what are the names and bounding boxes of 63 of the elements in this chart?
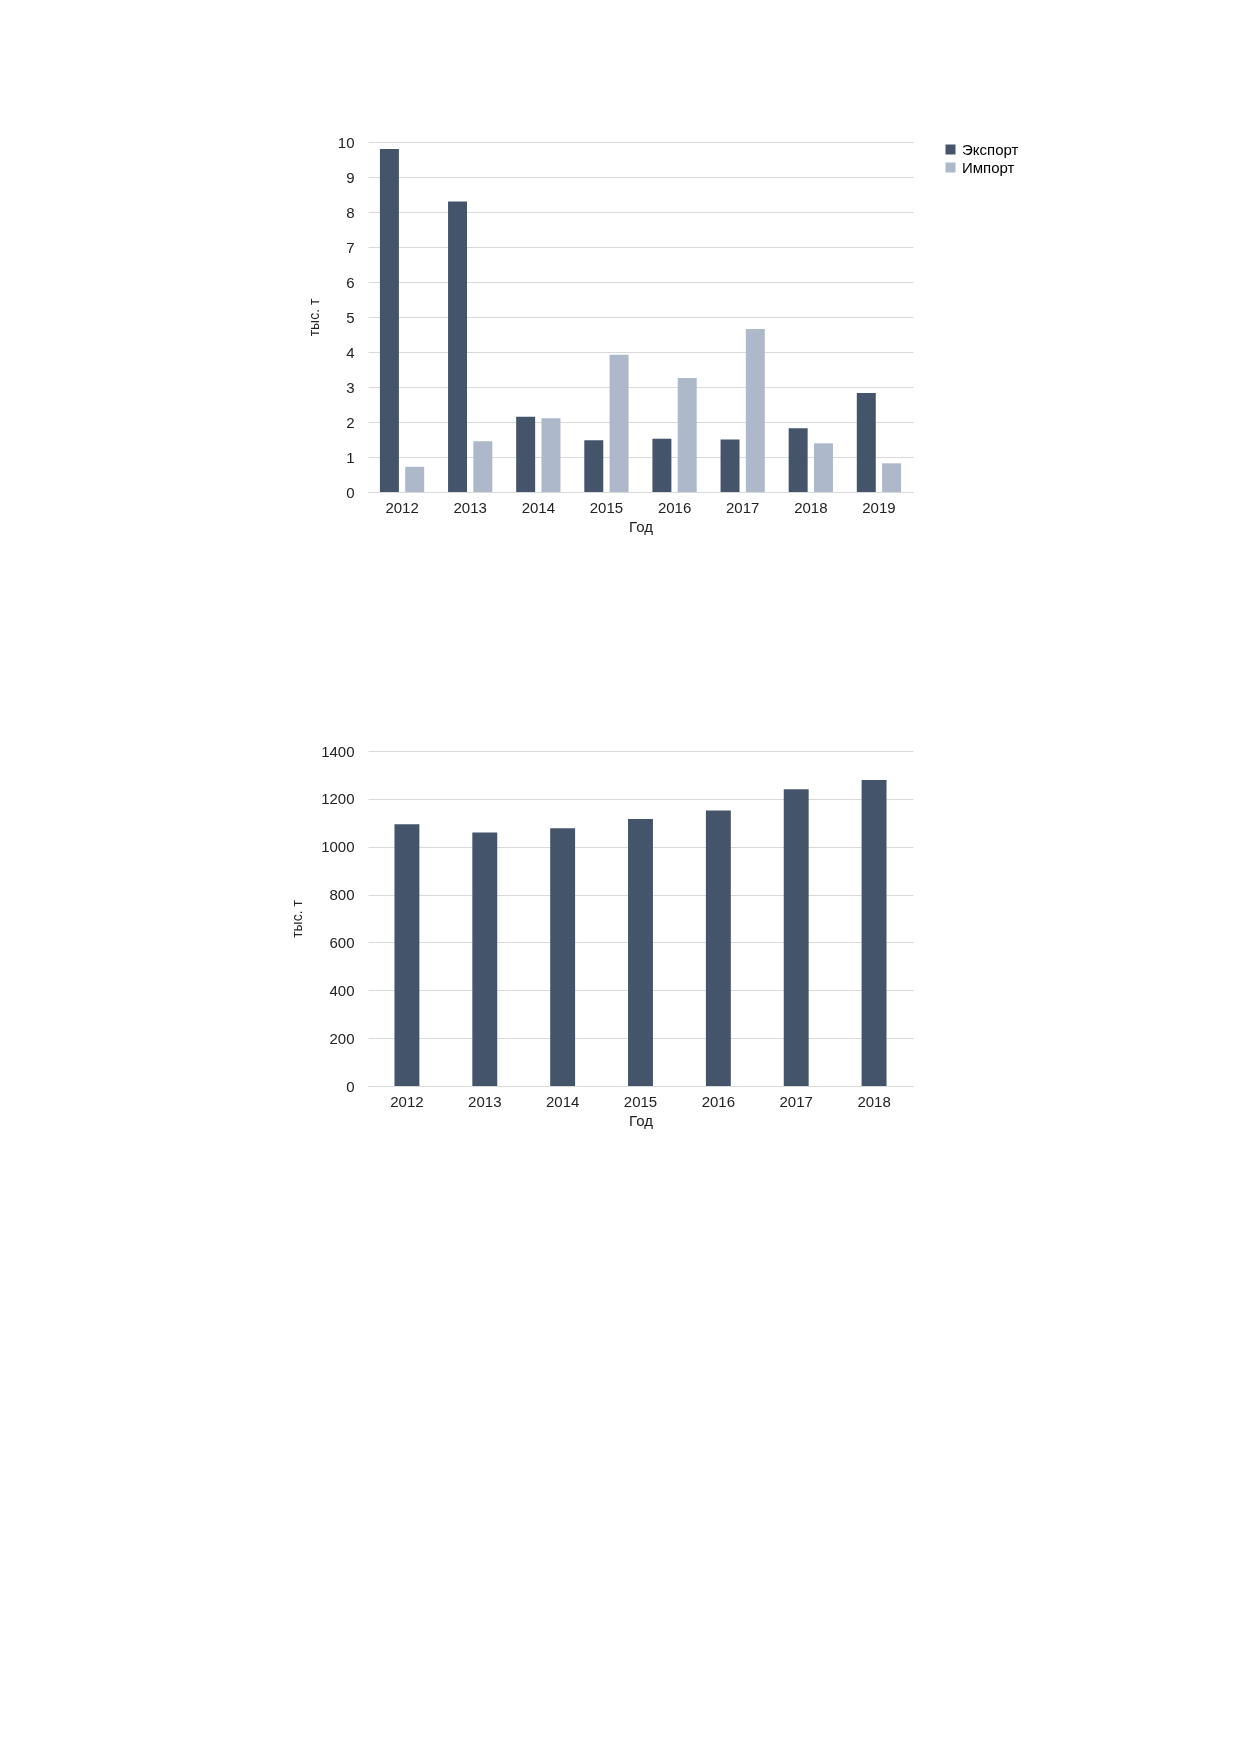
x-tick-label: 2015 (589, 498, 624, 516)
bar (677, 377, 697, 492)
y-tick-label: 4 (346, 343, 355, 361)
y-tick-label: 10 (337, 133, 355, 151)
bar (584, 440, 604, 492)
bar (652, 438, 672, 492)
x-tick-label: 2014 (521, 498, 555, 516)
bar (379, 149, 399, 492)
bar (705, 810, 731, 1086)
bar (788, 428, 808, 492)
bar (745, 328, 765, 492)
x-tick-label: 2017 (726, 498, 760, 516)
y-tick-label: 8 (346, 203, 355, 221)
bar (448, 201, 468, 492)
x-tick-label: 2017 (779, 1092, 813, 1110)
bar (628, 818, 653, 1086)
y-tick-label: 800 (329, 886, 355, 904)
x-tick-label: 2016 (657, 498, 692, 516)
x-tick-label: 2012 (390, 1092, 424, 1110)
x-tick-label: 2014 (545, 1092, 580, 1110)
x-axis-title: Год (629, 517, 654, 535)
bar (394, 824, 420, 1086)
y-tick-label: 6 (346, 273, 355, 291)
bar (813, 443, 833, 492)
y-tick-label: 600 (329, 933, 355, 951)
bar (856, 392, 876, 492)
bar (720, 439, 740, 492)
x-tick-label: 2018 (794, 498, 828, 516)
y-tick-label: 2 (346, 413, 355, 431)
bar (550, 828, 576, 1086)
x-tick-label: 2013 (468, 1092, 502, 1110)
bar (541, 418, 561, 492)
bar (473, 441, 493, 492)
x-tick-label: 2012 (385, 498, 419, 516)
y-tick-label: 1400 (321, 742, 355, 760)
x-tick-label: 2018 (857, 1092, 891, 1110)
y-tick-label: 400 (329, 981, 355, 999)
y-tick-label: 0 (346, 483, 355, 501)
y-tick-label: 9 (346, 168, 355, 186)
y-tick-label: 0 (346, 1077, 355, 1095)
bar (472, 832, 498, 1086)
bar (861, 779, 887, 1086)
legend-label: Экспорт (962, 140, 1019, 158)
legend-label: Импорт (962, 158, 1015, 176)
x-tick-label: 2016 (701, 1092, 736, 1110)
x-tick-label: 2013 (453, 498, 487, 516)
y-axis-title: тыс. т (289, 899, 306, 938)
y-axis-title: тыс. т (305, 298, 322, 337)
x-tick-label: 2019 (862, 498, 896, 516)
y-tick-label: 7 (346, 238, 355, 256)
bar (783, 789, 809, 1086)
y-tick-label: 5 (346, 308, 355, 326)
bar (405, 466, 425, 492)
y-tick-label: 1200 (321, 790, 355, 808)
x-tick-label: 2015 (623, 1092, 658, 1110)
bar (609, 354, 629, 492)
y-tick-label: 3 (346, 378, 355, 396)
y-tick-label: 1 (346, 448, 355, 466)
bar (516, 416, 536, 492)
y-tick-label: 1000 (321, 838, 355, 856)
y-tick-label: 200 (329, 1029, 355, 1047)
x-axis-title: Год (629, 1111, 654, 1129)
bar (882, 463, 902, 492)
